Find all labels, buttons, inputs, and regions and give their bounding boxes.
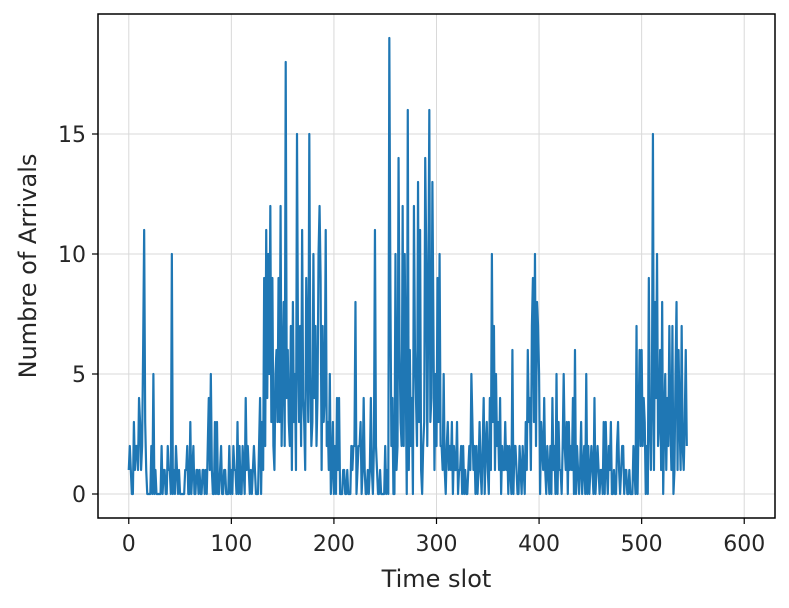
x-tick-label: 200 — [313, 532, 355, 557]
series-layer — [127, 36, 688, 496]
y-tick-label: 0 — [72, 483, 86, 508]
arrivals-series-line — [127, 36, 688, 496]
x-tick-label: 500 — [621, 532, 663, 557]
y-axis-title: Numbre of Arrivals — [14, 154, 42, 379]
x-tick-label: 600 — [723, 532, 765, 557]
x-tick-label: 100 — [210, 532, 252, 557]
y-tick-label: 10 — [58, 243, 86, 268]
x-tick-label: 300 — [416, 532, 458, 557]
x-axis-title: Time slot — [381, 565, 492, 593]
x-tick-label: 0 — [122, 532, 136, 557]
axis-ticks: 0 100 200 300 400 500 600 0 5 10 15 — [58, 123, 765, 557]
x-tick-label: 400 — [518, 532, 560, 557]
y-tick-label: 5 — [72, 363, 86, 388]
y-tick-label: 15 — [58, 123, 86, 148]
